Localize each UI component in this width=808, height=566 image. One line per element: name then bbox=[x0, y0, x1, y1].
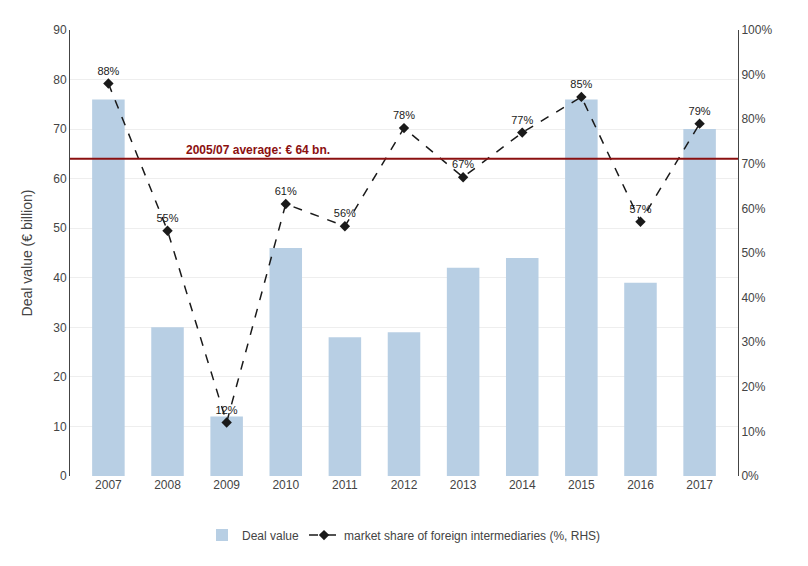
svg-text:50: 50 bbox=[53, 221, 67, 235]
svg-text:2005/07 average: € 64 bn.: 2005/07 average: € 64 bn. bbox=[186, 143, 330, 157]
svg-text:88%: 88% bbox=[97, 65, 119, 77]
svg-text:90: 90 bbox=[53, 23, 67, 37]
svg-text:0%: 0% bbox=[741, 469, 759, 483]
svg-text:60: 60 bbox=[53, 172, 67, 186]
svg-text:Deal value (€ billion): Deal value (€ billion) bbox=[19, 190, 35, 317]
svg-text:57%: 57% bbox=[629, 203, 651, 215]
svg-text:78%: 78% bbox=[393, 109, 415, 121]
svg-text:90%: 90% bbox=[741, 68, 765, 82]
svg-text:12%: 12% bbox=[216, 404, 238, 416]
svg-text:Deal value: Deal value bbox=[242, 529, 299, 543]
svg-text:10%: 10% bbox=[741, 425, 765, 439]
svg-text:56%: 56% bbox=[334, 207, 356, 219]
svg-text:2009: 2009 bbox=[213, 478, 240, 492]
svg-text:0: 0 bbox=[60, 469, 67, 483]
svg-text:40: 40 bbox=[53, 271, 67, 285]
svg-text:70%: 70% bbox=[741, 157, 765, 171]
svg-text:2014: 2014 bbox=[509, 478, 536, 492]
svg-text:2011: 2011 bbox=[332, 478, 358, 492]
svg-text:2017: 2017 bbox=[686, 478, 713, 492]
svg-text:2010: 2010 bbox=[272, 478, 299, 492]
svg-text:80%: 80% bbox=[741, 112, 765, 126]
svg-text:2013: 2013 bbox=[450, 478, 477, 492]
svg-text:70: 70 bbox=[53, 122, 67, 136]
svg-text:market share of foreign interm: market share of foreign intermediaries (… bbox=[344, 529, 600, 543]
svg-text:2015: 2015 bbox=[568, 478, 595, 492]
svg-text:50%: 50% bbox=[741, 246, 765, 260]
svg-text:80: 80 bbox=[53, 73, 67, 87]
svg-text:55%: 55% bbox=[157, 212, 179, 224]
svg-text:85%: 85% bbox=[570, 78, 592, 90]
svg-text:2016: 2016 bbox=[627, 478, 654, 492]
svg-text:20%: 20% bbox=[741, 380, 765, 394]
svg-text:79%: 79% bbox=[689, 105, 711, 117]
svg-text:40%: 40% bbox=[741, 291, 765, 305]
svg-text:2008: 2008 bbox=[154, 478, 181, 492]
svg-text:2012: 2012 bbox=[391, 478, 418, 492]
svg-text:2007: 2007 bbox=[95, 478, 122, 492]
svg-text:30%: 30% bbox=[741, 335, 765, 349]
svg-text:100%: 100% bbox=[741, 23, 772, 37]
svg-text:77%: 77% bbox=[511, 114, 533, 126]
svg-text:20: 20 bbox=[53, 370, 67, 384]
svg-text:67%: 67% bbox=[452, 158, 474, 170]
svg-text:60%: 60% bbox=[741, 202, 765, 216]
svg-text:61%: 61% bbox=[275, 185, 297, 197]
svg-text:30: 30 bbox=[53, 321, 67, 335]
svg-text:10: 10 bbox=[53, 420, 67, 434]
